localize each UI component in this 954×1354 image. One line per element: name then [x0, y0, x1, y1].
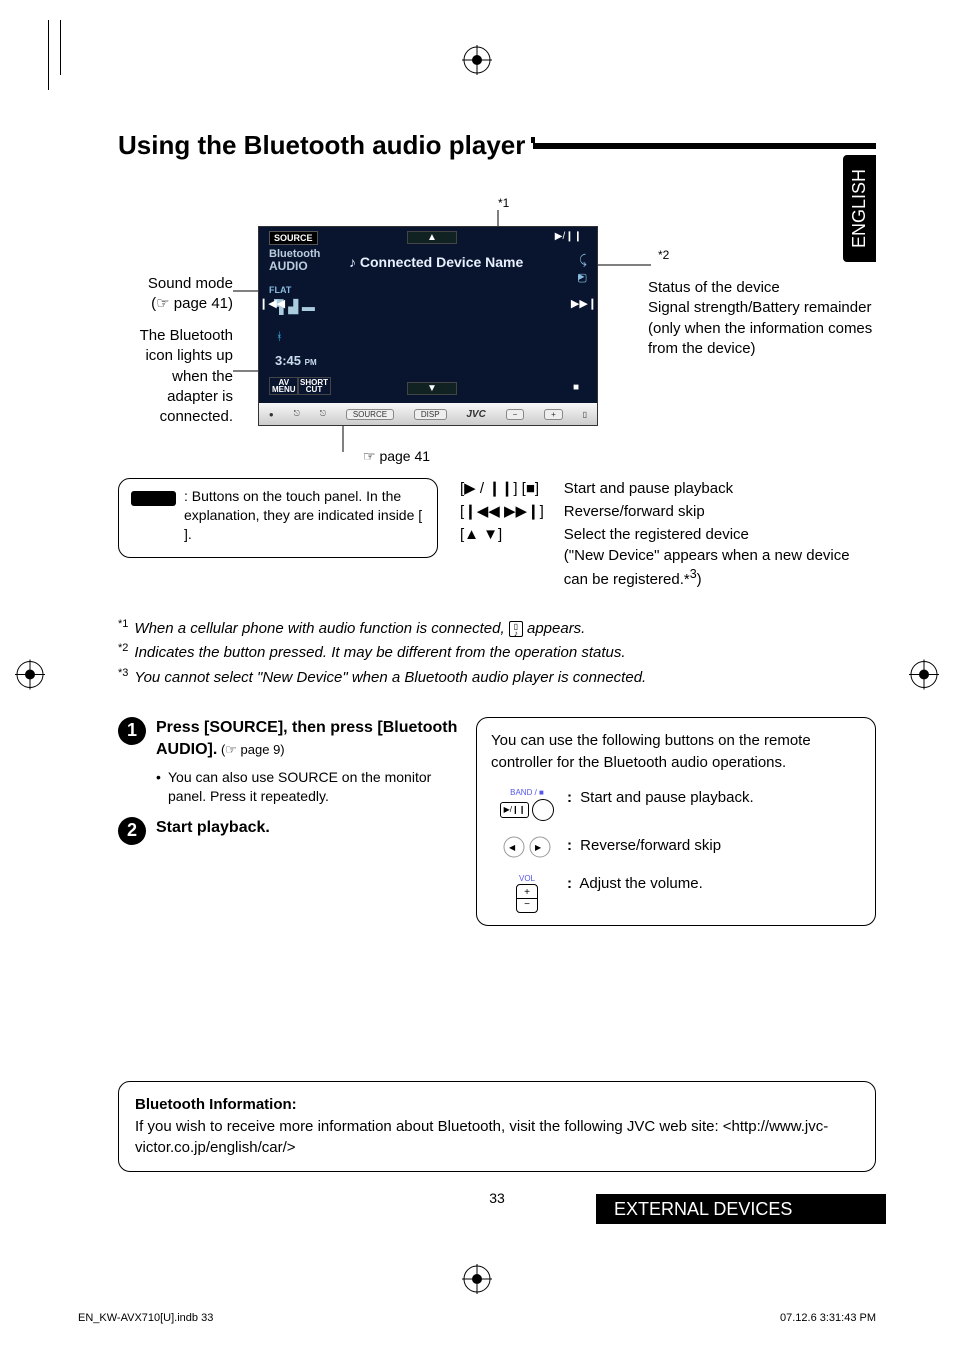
step-1-bullet: You can also use SOURCE on the monitor p… [156, 768, 458, 807]
screen-clock: 3:45 PM [275, 353, 317, 368]
screen-shortcut-button: SHORTCUT [297, 377, 331, 395]
section-title: Using the Bluetooth audio player [118, 130, 525, 161]
info-body: If you wish to receive more information … [135, 1116, 859, 1160]
registration-target-icon [15, 660, 45, 695]
callout-bluetooth-icon: The Bluetooth icon lights up when the ad… [118, 326, 233, 427]
control-desc: Reverse/forward skip [564, 501, 874, 522]
asterisk-2-label: *2 [658, 248, 669, 262]
remote-volume-button-icon: VOL +− [491, 873, 563, 914]
screen-avmenu-button: AVMENU [269, 377, 299, 395]
registration-target-icon [909, 660, 939, 695]
screen-bluetooth-icon: ᚼ [276, 331, 283, 343]
screen-eq-flat-label: FLAT [269, 285, 291, 295]
remote-row-2-text: Reverse/forward skip [580, 837, 721, 854]
screen-next-button: ▶▶❙ [571, 297, 597, 310]
registration-target-icon [462, 45, 492, 80]
crop-mark [60, 20, 62, 75]
step-1-badge: 1 [118, 717, 146, 745]
screen-prev-button: ❙◀◀ [259, 297, 285, 310]
step-2-title: Start playback. [156, 819, 270, 836]
steps-column: 1 Press [SOURCE], then press [Bluetooth … [118, 717, 458, 927]
touch-button-sample-icon [131, 491, 176, 506]
control-desc: Select the registered device("New Device… [564, 524, 874, 590]
screen-stop-button: ■ [573, 382, 579, 393]
page-ref-41: ☞ page 41 [363, 448, 430, 465]
touch-panel-note-text: : Buttons on the touch panel. In the exp… [184, 487, 427, 549]
screen-down-button: ▼ [407, 382, 457, 395]
step-1-title: Press [SOURCE], then press [Bluetooth AU… [156, 719, 457, 758]
screen-playpause-button: ▶/❙❙ [555, 231, 582, 242]
print-footer-left: EN_KW-AVX710[U].indb 33 [78, 1312, 213, 1324]
remote-controller-box: You can use the following buttons on the… [476, 717, 876, 927]
callout-device-status: Status of the device Signal strength/Bat… [648, 278, 878, 359]
touch-panel-note-box: : Buttons on the touch panel. In the exp… [118, 478, 438, 558]
page-number: 33 [489, 1190, 505, 1206]
control-key: [❙◀◀ ▶▶❙] [460, 501, 562, 522]
control-desc: Start and pause playback [564, 478, 874, 499]
crop-mark [48, 20, 50, 90]
print-footer-right: 07.12.6 3:31:43 PM [780, 1312, 876, 1324]
title-rule [533, 143, 876, 149]
callout-sound-mode: Sound mode (☞ page 41) [118, 274, 233, 315]
screen-source-label: Bluetooth AUDIO [269, 249, 320, 272]
remote-row-3-text: Adjust the volume. [579, 875, 702, 892]
print-footer: EN_KW-AVX710[U].indb 33 07.12.6 3:31:43 … [78, 1312, 876, 1324]
remote-intro: You can use the following buttons on the… [491, 730, 861, 774]
asterisk-1-label: *1 [498, 196, 509, 210]
registration-target-icon [462, 1264, 492, 1299]
step-2-badge: 2 [118, 817, 146, 845]
controls-table: [▶ / ❙❙] [■]Start and pause playback [❙◀… [458, 476, 876, 592]
remote-band-button-icon: BAND / ■ ▶/❙❙ [491, 787, 563, 821]
screen-panel-strip: ●⎋⎋SOURCEDISP JVC −+▯ [259, 403, 597, 425]
remote-row-1-text: Start and pause playback. [580, 789, 753, 806]
control-key: [▲ ▼] [460, 524, 562, 590]
screen-source-button: SOURCE [269, 231, 318, 245]
footnotes: *1When a cellular phone with audio funct… [118, 616, 876, 689]
footer-section-bar: EXTERNAL DEVICES [596, 1194, 886, 1224]
step-1-ref: (☞ page 9) [217, 742, 284, 757]
screen-device-name: ♪ Connected Device Name [349, 254, 523, 270]
control-key: [▶ / ❙❙] [■] [460, 478, 562, 499]
screen-up-button: ▲ [407, 231, 457, 244]
screen-status-arrow-icon: ⤹ [579, 252, 587, 268]
section-title-bar: Using the Bluetooth audio player [118, 130, 876, 161]
phone-audio-icon: ▯♪ [509, 621, 523, 637]
bluetooth-info-box: Bluetooth Information: If you wish to re… [118, 1081, 876, 1172]
info-title: Bluetooth Information: [135, 1094, 859, 1116]
screen-status-play-icon: ▢▶ [577, 271, 594, 284]
remote-skip-button-icon: ◀▶ [491, 835, 563, 859]
svg-text:◀: ◀ [509, 843, 516, 852]
svg-text:▶: ▶ [535, 843, 542, 852]
device-screen-illustration: SOURCE ▲ ▶/❙❙ Bluetooth AUDIO ♪ Connecte… [258, 226, 598, 426]
diagram-area: *1 *2 Sound mode (☞ page 41) The Bluetoo… [118, 186, 876, 616]
